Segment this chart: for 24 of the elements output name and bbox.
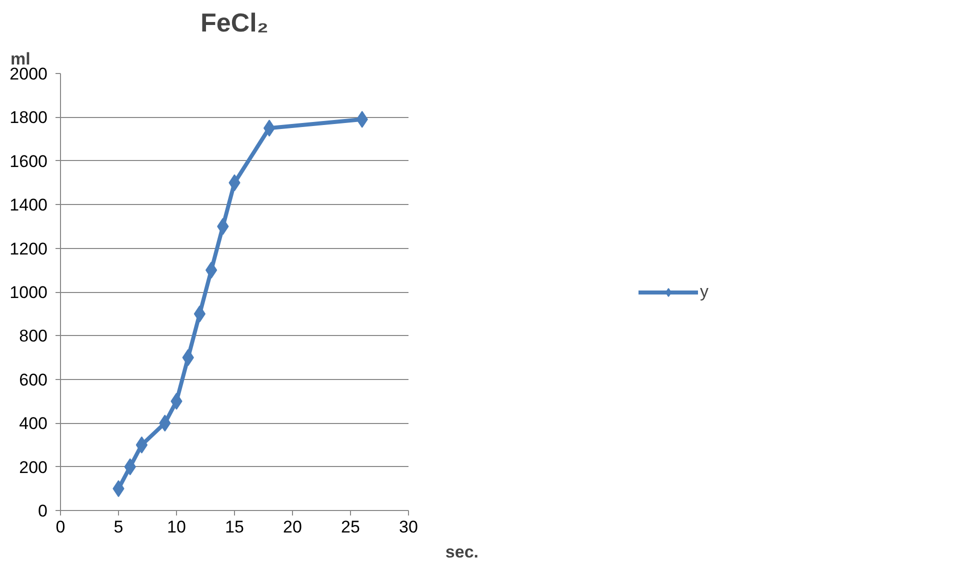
y-tick-label: 400 <box>19 414 48 434</box>
y-tick-label: 1600 <box>10 152 48 171</box>
y-tick-label: 800 <box>19 326 48 346</box>
point <box>194 305 206 322</box>
y-tick-label: 1800 <box>10 108 48 128</box>
y-tick-label: 1000 <box>10 283 48 302</box>
x-tick-label: 30 <box>399 518 418 536</box>
y-tick-label: 200 <box>19 458 48 477</box>
x-tick-label: 0 <box>56 518 66 536</box>
x-axis-title: sec. <box>445 542 479 562</box>
y-tick-label: 600 <box>19 370 48 390</box>
point <box>136 436 148 454</box>
x-tick-label: 10 <box>167 518 186 536</box>
y-tick-label: 1400 <box>10 196 48 215</box>
x-tick-label: 15 <box>225 518 244 536</box>
y-tick-label: 1200 <box>10 239 48 258</box>
x-tick-label: 5 <box>114 518 124 536</box>
y-tick-label: 0 <box>38 502 48 520</box>
legend-label: y <box>700 282 710 302</box>
point <box>263 120 276 137</box>
point <box>205 262 218 279</box>
x-tick-label: 25 <box>341 518 360 536</box>
chart-title: FeCl₂ <box>200 8 268 38</box>
x-tick-label: 20 <box>283 518 302 536</box>
